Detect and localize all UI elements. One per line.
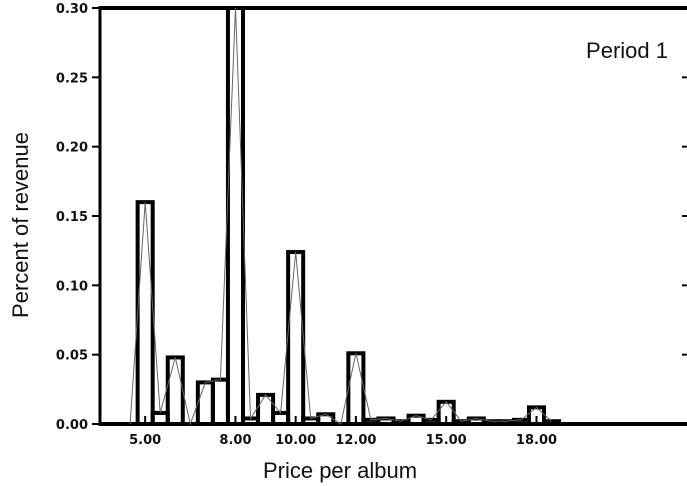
x-tick-label: 12.00: [335, 433, 376, 448]
y-tick-label: 0.25: [56, 71, 88, 86]
trend-layer: [129, 7, 552, 426]
histogram-bar: [286, 250, 306, 426]
histogram-bar: [135, 200, 155, 426]
histogram-bar: [195, 380, 215, 426]
histogram-bar: [421, 417, 441, 426]
period-label: Period 1: [586, 38, 668, 63]
y-axis-title: Percent of revenue: [8, 132, 33, 318]
x-tick-label: 15.00: [426, 433, 467, 448]
histogram-bar: [301, 416, 321, 427]
x-tick-label: 18.00: [516, 433, 557, 448]
histogram-bar: [542, 419, 562, 426]
x-axis-title: Price per album: [263, 458, 417, 483]
x-tick-label: 10.00: [275, 433, 316, 448]
y-tick-label: 0.20: [56, 141, 88, 156]
histogram-bar: [256, 392, 276, 427]
y-tick-label: 0.30: [56, 2, 88, 17]
bars-layer: [135, 6, 562, 427]
y-tick-label: 0.10: [56, 279, 88, 294]
plot-frame: [98, 6, 687, 426]
histogram-bar: [361, 417, 381, 426]
y-tick-label: 0.00: [56, 418, 88, 433]
histogram-bar: [225, 6, 245, 426]
histogram-bar: [165, 355, 185, 426]
histogram-bar: [271, 410, 291, 427]
histogram-bar: [210, 377, 230, 427]
x-axis: 5.00 8.00 10.00 12.00 15.00 18.00: [129, 416, 557, 448]
x-tick-label: 5.00: [129, 433, 161, 448]
y-tick-label: 0.15: [56, 210, 88, 225]
histogram-bar: [346, 351, 366, 426]
x-tick-label: 8.00: [219, 433, 251, 448]
histogram-bar: [150, 410, 170, 427]
y-tick-label: 0.05: [56, 349, 88, 364]
trend-line: [129, 7, 552, 426]
y-axis: 0.00 0.05 0.10 0.15 0.20 0.25 0.30: [56, 2, 687, 433]
